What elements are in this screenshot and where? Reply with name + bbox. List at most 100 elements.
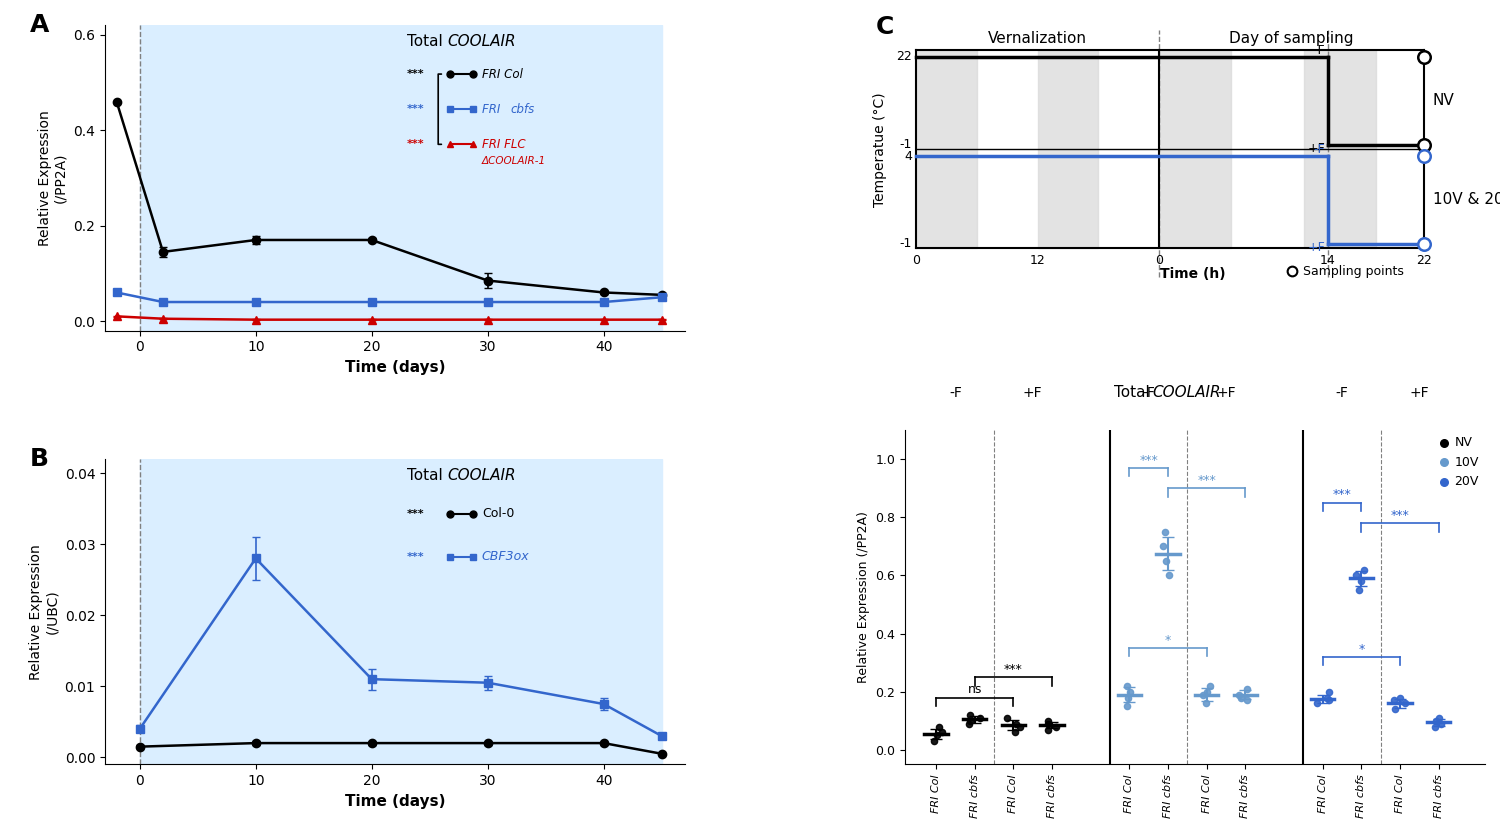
Text: 14: 14 [1320, 254, 1335, 267]
Point [1118, 685, 1142, 698]
Point [1317, 694, 1341, 707]
Point [1191, 688, 1215, 701]
Point [1424, 714, 1448, 727]
Point [1344, 569, 1368, 582]
Text: ***: *** [1197, 474, 1216, 487]
Point [1352, 563, 1376, 576]
Text: 0: 0 [912, 254, 920, 267]
Point [1305, 696, 1329, 710]
Point [1228, 690, 1252, 704]
Text: 4: 4 [904, 150, 912, 162]
Point [1198, 680, 1222, 693]
Text: FRI FLC: FRI FLC [482, 138, 525, 151]
Text: -F: -F [1314, 44, 1324, 56]
Text: Total: Total [406, 468, 447, 483]
Text: +F: +F [1216, 386, 1236, 400]
Text: COOLAIR: COOLAIR [447, 34, 516, 50]
Text: -1: -1 [900, 238, 912, 250]
Text: CBF3ox: CBF3ox [482, 550, 530, 563]
Text: +F: +F [1308, 141, 1324, 155]
Text: ns: ns [968, 683, 982, 696]
Text: COOLAIR: COOLAIR [1152, 385, 1221, 400]
Point [1002, 726, 1026, 739]
Point [958, 714, 982, 727]
Point [1314, 690, 1338, 704]
Text: -F: -F [1335, 386, 1348, 400]
Text: +F: +F [1308, 241, 1324, 254]
Text: Total: Total [406, 34, 447, 50]
Point [1044, 720, 1068, 733]
Text: C: C [876, 15, 894, 39]
Point [1317, 685, 1341, 698]
Point [927, 720, 951, 733]
Text: Temperatue (°C): Temperatue (°C) [873, 92, 888, 207]
Y-axis label: Relative Expression
(/PP2A): Relative Expression (/PP2A) [38, 110, 68, 246]
Point [1036, 714, 1060, 727]
Point [1348, 575, 1372, 588]
Point [1196, 685, 1219, 698]
Text: -1: -1 [900, 139, 912, 151]
Text: B: B [30, 447, 48, 470]
Point [1036, 722, 1060, 736]
Text: -F: -F [1314, 143, 1324, 156]
Point [958, 708, 982, 722]
Text: ***: *** [406, 509, 424, 519]
Text: 12: 12 [1030, 254, 1045, 267]
Point [1158, 569, 1182, 582]
Text: Day of sampling: Day of sampling [1230, 31, 1354, 46]
Point [1152, 539, 1176, 553]
Text: Time (h): Time (h) [1160, 267, 1226, 281]
Text: 0: 0 [1155, 254, 1162, 267]
Text: Sampling points: Sampling points [1304, 265, 1404, 277]
Text: cbfs: cbfs [512, 102, 536, 116]
Text: FRI: FRI [482, 102, 504, 116]
Text: 22: 22 [896, 50, 912, 63]
Text: NV: NV [1432, 93, 1455, 108]
Text: ***: *** [1004, 663, 1023, 676]
Point [1155, 554, 1179, 568]
Point [1004, 717, 1028, 731]
Point [968, 711, 992, 725]
Y-axis label: Relative Expression
(/UBC): Relative Expression (/UBC) [28, 543, 58, 680]
Text: -F: -F [1143, 386, 1155, 400]
Text: ***: *** [406, 104, 424, 114]
Text: COOLAIR: COOLAIR [447, 468, 516, 483]
Text: ***: *** [406, 552, 424, 562]
Point [1036, 717, 1060, 731]
Point [926, 728, 950, 742]
Point [1234, 682, 1258, 696]
Point [922, 734, 946, 748]
Point [1194, 696, 1218, 710]
Text: 10V & 20V: 10V & 20V [1432, 192, 1500, 207]
Point [1428, 717, 1452, 731]
Y-axis label: Relative Expression (/PP2A): Relative Expression (/PP2A) [856, 512, 870, 683]
Text: A: A [30, 13, 50, 37]
Point [1154, 525, 1178, 538]
Point [1424, 720, 1448, 733]
Text: Vernalization: Vernalization [988, 31, 1088, 46]
Point [1388, 690, 1411, 704]
Point [957, 717, 981, 731]
Text: ***: *** [1140, 454, 1158, 466]
Point [1382, 694, 1406, 707]
Point [1114, 680, 1138, 693]
Point [1383, 702, 1407, 716]
Legend: NV, 10V, 20V: NV, 10V, 20V [1440, 437, 1479, 488]
Text: ***: *** [406, 139, 424, 150]
Point [1234, 694, 1258, 707]
Text: +F: +F [1023, 386, 1042, 400]
Point [994, 711, 1018, 725]
Point [1116, 690, 1140, 704]
Text: 22: 22 [1416, 254, 1432, 267]
Point [1227, 688, 1251, 701]
Point [1114, 700, 1138, 713]
Text: ***: *** [1332, 489, 1352, 501]
Text: *: * [1358, 643, 1365, 655]
Text: FRI Col: FRI Col [482, 67, 524, 81]
Point [1347, 583, 1371, 596]
Point [1394, 696, 1417, 710]
Text: ***: *** [1390, 509, 1410, 522]
Text: -F: -F [950, 386, 962, 400]
Text: Total: Total [1114, 385, 1155, 400]
Point [930, 726, 954, 739]
